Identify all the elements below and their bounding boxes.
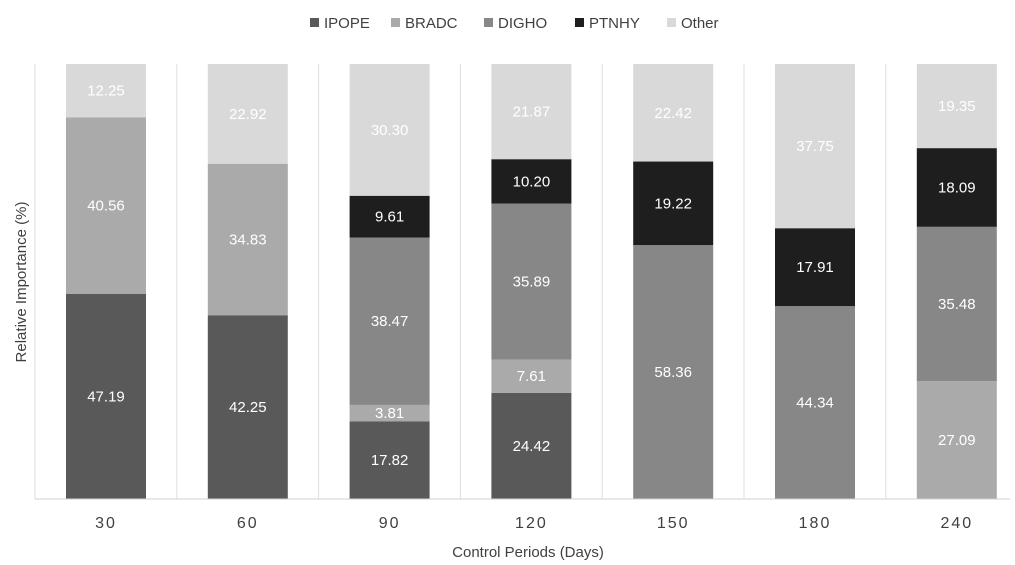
bar-segment-other-90 [349,63,430,196]
data-label-ipope-60: 42.25 [229,399,267,416]
legend-swatch-ipope [310,18,319,27]
bar-segment-other-120 [491,64,572,160]
bar-segment-digho-90 [349,237,430,405]
bar-segment-bradc-240 [916,381,997,499]
bar-segment-ptnhy-120 [491,159,572,204]
y-axis-label: Relative Importance (%) [13,202,30,363]
legend-item-digho: DIGHO [484,15,547,32]
legend-label-ptnhy: PTNHY [589,15,640,32]
bar-segment-digho-120 [491,203,572,360]
legend-label-ipope: IPOPE [324,15,370,32]
bar-segment-digho-150 [633,245,714,499]
data-label-ipope-30: 47.19 [87,388,125,405]
x-axis-label: Control Periods (Days) [452,544,604,560]
data-label-other-180: 37.75 [796,138,834,155]
legend-swatch-other [667,18,676,27]
x-tick-labels: 30 60 90 120 150 180 240 [95,515,973,532]
legend-label-bradc: BRADC [405,15,458,32]
bar-segment-bradc-30 [66,117,146,294]
bar-column-150: 58.36 19.22 22.42 [633,64,714,499]
bar-segment-other-30 [66,64,146,118]
x-tick-label-180: 180 [799,515,832,532]
bar-segment-ipope-90 [349,421,430,499]
legend-swatch-bradc [391,18,400,27]
data-label-bradc-30: 40.56 [87,198,125,215]
x-tick-label-60: 60 [237,515,259,532]
category-separators [34,64,887,499]
x-tick-label-150: 150 [657,515,690,532]
bar-segment-bradc-120 [491,359,572,393]
bar-segment-other-60 [207,64,288,164]
bar-column-180: 44.34 17.91 37.75 [775,64,855,499]
bar-column-90: 17.82 3.81 38.47 9.61 30.30 [349,63,430,499]
data-label-bradc-240: 27.09 [938,432,976,449]
bar-segment-other-180 [775,64,855,229]
data-label-ptnhy-180: 17.91 [796,259,834,276]
bar-column-60: 42.25 34.83 22.92 [207,64,288,499]
data-label-ptnhy-240: 18.09 [938,179,976,196]
bar-segment-digho-180 [775,306,855,499]
x-tick-label-120: 120 [515,515,548,532]
legend-item-bradc: BRADC [391,15,458,32]
data-label-bradc-90: 3.81 [375,405,404,422]
bar-segment-other-240 [916,63,997,149]
data-label-digho-150: 58.36 [654,364,692,381]
x-tick-label-240: 240 [940,515,973,532]
bar-column-30: 47.19 40.56 12.25 [66,64,146,499]
x-tick-label-30: 30 [95,515,117,532]
bar-column-240: 27.09 35.48 18.09 19.35 [916,63,997,499]
bars: 47.19 40.56 12.25 42.25 34.83 22.92 17.82 3.81 3… [66,63,997,499]
bar-segment-other-150 [633,64,714,162]
legend: IPOPE BRADC DIGHO PTNHY Other [310,15,719,32]
bar-segment-ipope-120 [491,392,572,499]
data-label-other-120: 21.87 [513,104,551,121]
data-label-bradc-60: 34.83 [229,231,267,248]
x-tick-label-90: 90 [379,515,401,532]
data-label-other-150: 22.42 [654,105,692,122]
data-label-ptnhy-90: 9.61 [375,209,404,226]
data-label-bradc-120: 7.61 [517,368,546,385]
bar-column-120: 24.42 7.61 35.89 10.20 21.87 [491,64,572,499]
bar-segment-ipope-30 [66,293,146,499]
legend-item-other: Other [667,15,719,32]
data-label-other-90: 30.30 [371,122,409,139]
legend-item-ptnhy: PTNHY [575,15,640,32]
legend-label-digho: DIGHO [498,15,547,32]
data-label-ipope-90: 17.82 [371,452,409,469]
data-label-digho-120: 35.89 [513,274,551,291]
data-label-digho-240: 35.48 [938,296,976,313]
data-label-ipope-120: 24.42 [513,438,551,455]
legend-swatch-digho [484,18,493,27]
bar-segment-ptnhy-180 [775,228,855,307]
data-label-digho-90: 38.47 [371,313,409,330]
bar-segment-bradc-90 [349,404,430,422]
bar-segment-ptnhy-240 [916,148,997,227]
data-label-ptnhy-150: 19.22 [654,195,692,212]
data-label-ptnhy-120: 10.20 [513,173,551,190]
bar-segment-bradc-60 [207,163,288,316]
data-label-other-240: 19.35 [938,98,976,115]
data-label-digho-180: 44.34 [796,395,834,412]
legend-swatch-ptnhy [575,18,584,27]
data-label-other-30: 12.25 [87,83,125,100]
bar-segment-digho-240 [916,226,997,382]
data-label-other-60: 22.92 [229,106,267,123]
legend-item-ipope: IPOPE [310,15,370,32]
legend-label-other: Other [681,15,719,32]
bar-segment-ptnhy-90 [349,195,430,238]
bar-segment-ipope-60 [207,315,288,499]
bar-segment-ptnhy-150 [633,161,714,246]
